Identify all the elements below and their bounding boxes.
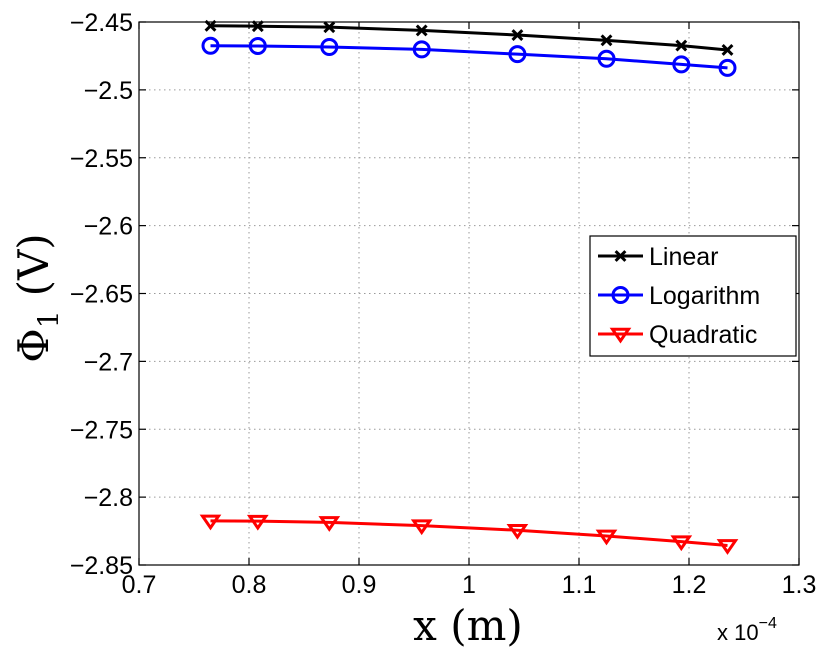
- data-point-logarithm: [412, 40, 431, 59]
- data-point-quadratic: [595, 529, 618, 546]
- data-point-linear: [721, 44, 734, 56]
- y-label-symbol: Φ: [9, 328, 58, 362]
- legend-entry-logarithm: Logarithm: [598, 282, 760, 310]
- y-tick-label: −2.8: [84, 484, 133, 512]
- x-tick-label: 0.7: [122, 571, 157, 599]
- series-quadratic: [199, 514, 739, 555]
- legend-entry-quadratic: Quadratic: [598, 321, 757, 349]
- y-label-unit: (V): [9, 233, 58, 296]
- legend-entry-linear: Linear: [598, 243, 719, 271]
- y-tick-label: −2.55: [70, 145, 133, 173]
- plot-frame: [138, 21, 800, 566]
- series-group: [199, 19, 739, 555]
- x-tick-label: 1.3: [782, 571, 817, 599]
- y-tick-label: −2.45: [70, 9, 133, 37]
- data-point-linear: [511, 29, 524, 41]
- y-tick-label: −2.6: [84, 213, 133, 241]
- legend-marker: [609, 327, 632, 344]
- data-point-logarithm: [508, 45, 527, 64]
- y-label-subscript: 1: [32, 310, 65, 328]
- grid: [139, 22, 799, 565]
- legend-marker: [611, 286, 630, 304]
- svg-text:Φ1(V): Φ1 (V): [9, 233, 65, 362]
- data-point-quadratic: [716, 539, 739, 555]
- y-tick-label: −2.85: [70, 552, 133, 580]
- x-tick-label: 0.9: [342, 571, 377, 599]
- data-point-logarithm: [248, 37, 267, 56]
- data-point-logarithm: [597, 49, 616, 68]
- data-point-linear: [323, 21, 336, 34]
- x-tick-label: 0.8: [232, 571, 267, 599]
- legend: Linear Logarithm Quadratic: [589, 235, 797, 357]
- x-multiplier-base: x 10: [717, 620, 759, 645]
- x-tick-label: 1: [462, 571, 476, 599]
- data-point-quadratic: [246, 514, 269, 531]
- x-tick-label: 1.2: [672, 571, 707, 599]
- tick-labels: 0.7 0.8 0.9 1 1.1 1.2 1.3 −2.45 −2.5 −2.55 −2.6 −2.…: [70, 9, 817, 599]
- data-point-logarithm: [718, 58, 737, 77]
- x-multiplier: x 10−4: [717, 615, 777, 645]
- series-line-quadratic: [210, 519, 728, 547]
- data-point-linear: [251, 20, 264, 33]
- series-logarithm: [201, 36, 737, 77]
- x-axis-label: x (m): [413, 601, 523, 650]
- y-tick-label: −2.5: [84, 77, 133, 105]
- data-point-quadratic: [506, 523, 529, 540]
- data-point-logarithm: [320, 37, 339, 56]
- data-point-logarithm: [201, 36, 220, 55]
- legend-label: Linear: [649, 243, 719, 271]
- legend-label: Logarithm: [649, 282, 760, 310]
- data-point-quadratic: [670, 535, 693, 552]
- y-tick-label: −2.65: [70, 281, 133, 309]
- series-line-linear: [210, 24, 728, 52]
- legend-label: Quadratic: [649, 321, 757, 349]
- x-tick-label: 1.1: [562, 571, 597, 599]
- y-tick-label: −2.75: [70, 416, 133, 444]
- data-point-linear: [415, 24, 428, 37]
- y-axis-label: Φ1 (V): [9, 233, 65, 362]
- legend-marker: [614, 250, 627, 262]
- series-line-logarithm: [210, 44, 728, 70]
- data-point-logarithm: [672, 55, 691, 74]
- data-point-quadratic: [318, 516, 341, 532]
- y-tick-label: −2.7: [84, 348, 133, 376]
- x-multiplier-exponent: −4: [759, 615, 777, 632]
- data-point-quadratic: [199, 514, 222, 531]
- data-point-quadratic: [410, 519, 433, 536]
- data-point-linear: [600, 34, 613, 47]
- data-point-linear: [675, 39, 688, 52]
